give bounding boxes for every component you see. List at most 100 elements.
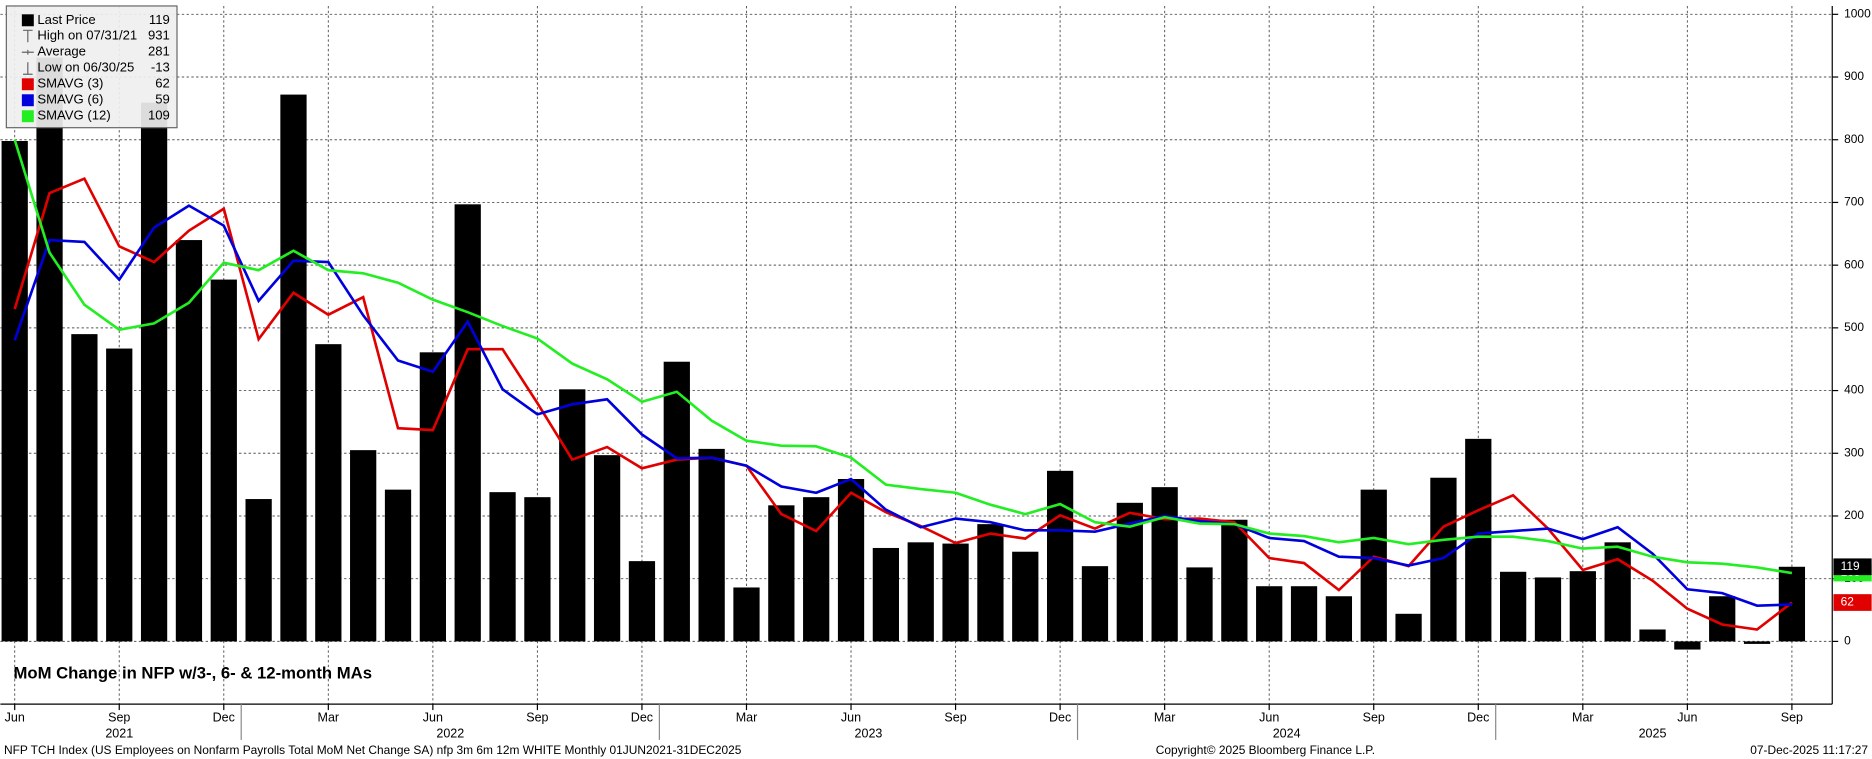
footer-center: Copyright© 2025 Bloomberg Finance L.P. — [1156, 743, 1375, 757]
bar — [1290, 586, 1318, 642]
x-tick-label: Jun — [841, 711, 861, 725]
bar — [1743, 641, 1771, 644]
x-tick-label: Jun — [5, 711, 25, 725]
x-year-label: 2021 — [105, 726, 133, 740]
x-tick-label: Mar — [318, 711, 340, 725]
x-tick-label: Dec — [1467, 711, 1489, 725]
bar — [1151, 487, 1178, 642]
legend-icon — [23, 62, 33, 75]
bar — [837, 478, 865, 642]
legend-label: Low on 06/30/25 — [37, 60, 134, 75]
legend-icon — [21, 49, 34, 55]
bar — [106, 348, 133, 642]
x-year-label: 2025 — [1639, 726, 1667, 740]
x-tick-label: Jun — [423, 711, 443, 725]
bar — [1081, 566, 1109, 642]
bar — [628, 561, 656, 642]
bar — [210, 279, 237, 642]
bar — [1639, 629, 1666, 642]
x-tick-label: Sep — [1363, 711, 1385, 725]
last-value-tag — [1833, 594, 1872, 611]
legend-swatch — [21, 110, 34, 123]
bar — [1674, 641, 1701, 650]
bar — [1534, 577, 1562, 642]
bar — [1012, 551, 1039, 642]
bar — [1256, 586, 1283, 642]
bar — [1221, 519, 1248, 642]
marks — [1, 57, 1806, 650]
legend-label: High on 07/31/21 — [37, 28, 137, 43]
axes: 01002003004005006007008009001000JunSepDe… — [5, 6, 1872, 740]
bar — [419, 352, 446, 642]
x-tick-label: Mar — [1154, 711, 1176, 725]
bar — [663, 361, 690, 642]
x-tick-label: Dec — [631, 711, 653, 725]
footer-left: NFP TCH Index (US Employees on Nonfarm P… — [4, 743, 742, 757]
legend-value: 109 — [148, 108, 170, 123]
x-tick-label: Jun — [1677, 711, 1697, 725]
legend-value: 119 — [149, 12, 170, 27]
y-tick-label: 400 — [1844, 383, 1864, 397]
legend-box — [5, 5, 178, 129]
legend-value: -13 — [151, 60, 170, 75]
bar — [942, 543, 969, 642]
x-year-label: 2023 — [855, 726, 883, 740]
bar — [698, 448, 725, 642]
last-value-label: 119 — [1841, 559, 1860, 573]
y-tick-label: 500 — [1844, 320, 1864, 334]
y-tick-label: 700 — [1844, 195, 1864, 209]
legend-swatch — [21, 14, 34, 27]
bar — [1395, 613, 1422, 642]
last-value-tag — [1833, 558, 1872, 576]
bar — [454, 204, 481, 642]
bar — [593, 455, 621, 642]
y-tick-label: 800 — [1844, 132, 1864, 146]
legend-value: 59 — [155, 92, 170, 107]
bar — [1325, 596, 1353, 642]
x-year-label: 2022 — [436, 726, 464, 740]
legend-value: 281 — [148, 44, 170, 59]
bar — [175, 240, 203, 642]
bar — [768, 505, 795, 642]
x-tick-label: Sep — [526, 711, 548, 725]
bar — [803, 497, 830, 642]
legend: Last Price 119 High on 07/31/21 931 Average 2… — [5, 5, 178, 129]
bar — [733, 587, 760, 642]
bar — [524, 497, 551, 642]
x-tick-label: Sep — [108, 711, 130, 725]
bar — [245, 499, 272, 642]
bar — [1569, 571, 1596, 642]
bar — [36, 57, 63, 642]
legend-label: Last Price — [37, 12, 95, 27]
legend-label: SMAVG (12) — [37, 108, 110, 123]
x-tick-label: Mar — [1572, 711, 1594, 725]
y-tick-label: 0 — [1844, 634, 1851, 648]
legend-swatch — [21, 78, 34, 91]
bar — [559, 389, 586, 642]
ma-line — [13, 139, 1793, 575]
x-tick-label: Sep — [944, 711, 966, 725]
bar — [907, 542, 934, 642]
bar — [977, 524, 1004, 642]
bar — [1604, 542, 1631, 642]
y-tick-label: 300 — [1844, 445, 1864, 459]
footer-right: 07-Dec-2025 11:17:27 — [1750, 743, 1868, 757]
x-tick-label: Dec — [1049, 711, 1071, 725]
bar — [1499, 571, 1527, 642]
bar — [315, 344, 342, 642]
x-tick-label: Jun — [1259, 711, 1279, 725]
chart-title: MoM Change in NFP w/3-, 6- & 12-month MA… — [14, 664, 373, 683]
y-tick-label: 200 — [1844, 508, 1864, 522]
bar — [71, 334, 98, 642]
bar — [1186, 567, 1213, 642]
x-tick-label: Sep — [1781, 711, 1803, 725]
bar — [384, 489, 412, 642]
bar — [1, 140, 28, 642]
bar — [140, 102, 168, 642]
x-tick-label: Mar — [736, 711, 758, 725]
x-year-label: 2024 — [1273, 726, 1301, 740]
bar — [350, 450, 377, 642]
legend-label: Average — [37, 44, 86, 59]
